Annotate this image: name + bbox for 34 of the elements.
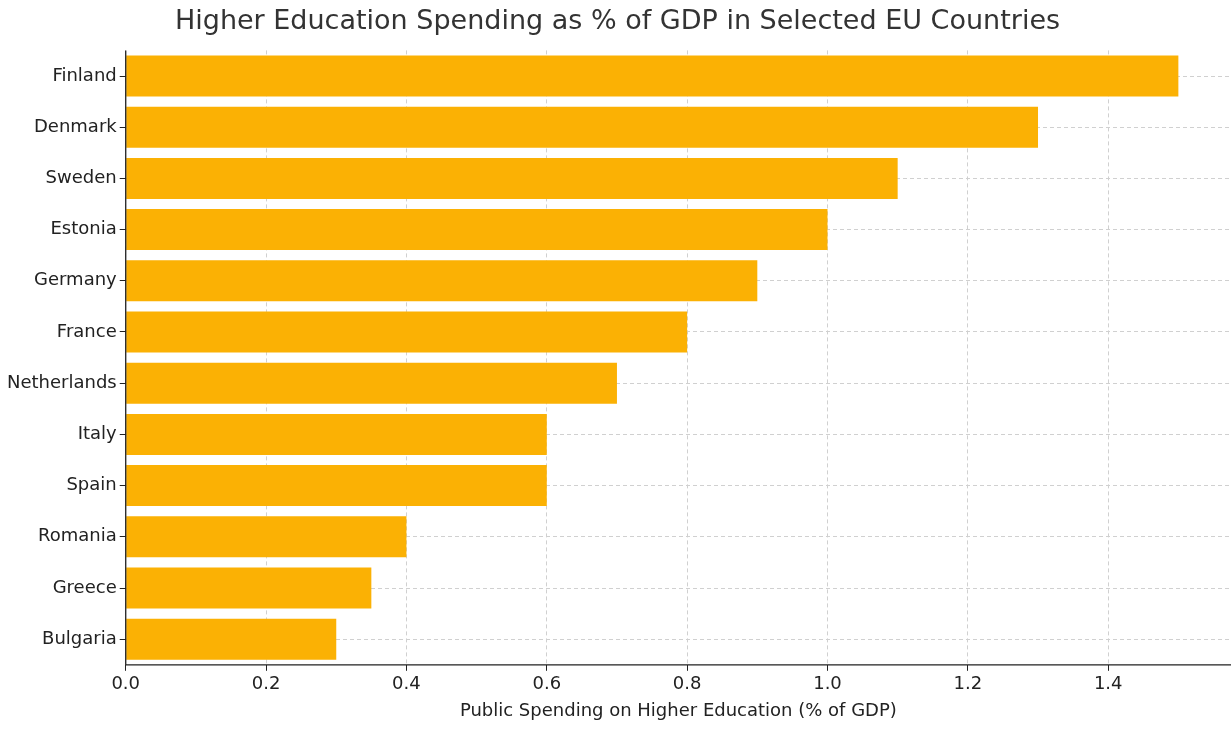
x-tick-label: 1.4 xyxy=(1093,672,1123,694)
bar xyxy=(126,618,337,660)
bar xyxy=(126,465,547,507)
y-tick-label: Germany xyxy=(33,268,118,290)
bar xyxy=(126,260,758,302)
x-tick-label: 0.2 xyxy=(251,672,281,694)
y-tick-label: Sweden xyxy=(45,166,117,188)
x-tick-label: 1.2 xyxy=(953,672,983,694)
bar xyxy=(126,157,898,199)
x-tick-label: 1.0 xyxy=(813,672,842,694)
bar xyxy=(126,209,828,251)
y-tick-label: Estonia xyxy=(50,217,117,239)
x-tick-label: 0.8 xyxy=(672,672,702,694)
bar xyxy=(126,413,547,455)
bar xyxy=(126,362,617,404)
bar xyxy=(126,55,1179,97)
y-tick-label: Finland xyxy=(52,63,117,85)
y-tick-label: Italy xyxy=(77,422,118,444)
y-tick-label: France xyxy=(56,319,117,341)
bar xyxy=(126,311,688,353)
x-tick-label: 0.0 xyxy=(111,672,141,694)
y-tick-label: Denmark xyxy=(33,114,118,136)
bar xyxy=(126,516,407,558)
bar xyxy=(126,106,1039,148)
x-tick-label: 0.4 xyxy=(392,672,421,694)
y-tick-label: Spain xyxy=(66,473,117,495)
bar xyxy=(126,567,372,609)
y-tick-label: Bulgaria xyxy=(42,626,117,648)
chart-title: Higher Education Spending as % of GDP in Selected EU Countries xyxy=(174,4,1061,36)
y-tick-label: Greece xyxy=(52,575,117,597)
x-tick-label: 0.6 xyxy=(532,672,562,694)
y-tick-label: Netherlands xyxy=(6,370,117,392)
x-axis-title: Public Spending on Higher Education (% of GDP) xyxy=(459,698,897,720)
y-tick-label: Romania xyxy=(38,524,117,546)
